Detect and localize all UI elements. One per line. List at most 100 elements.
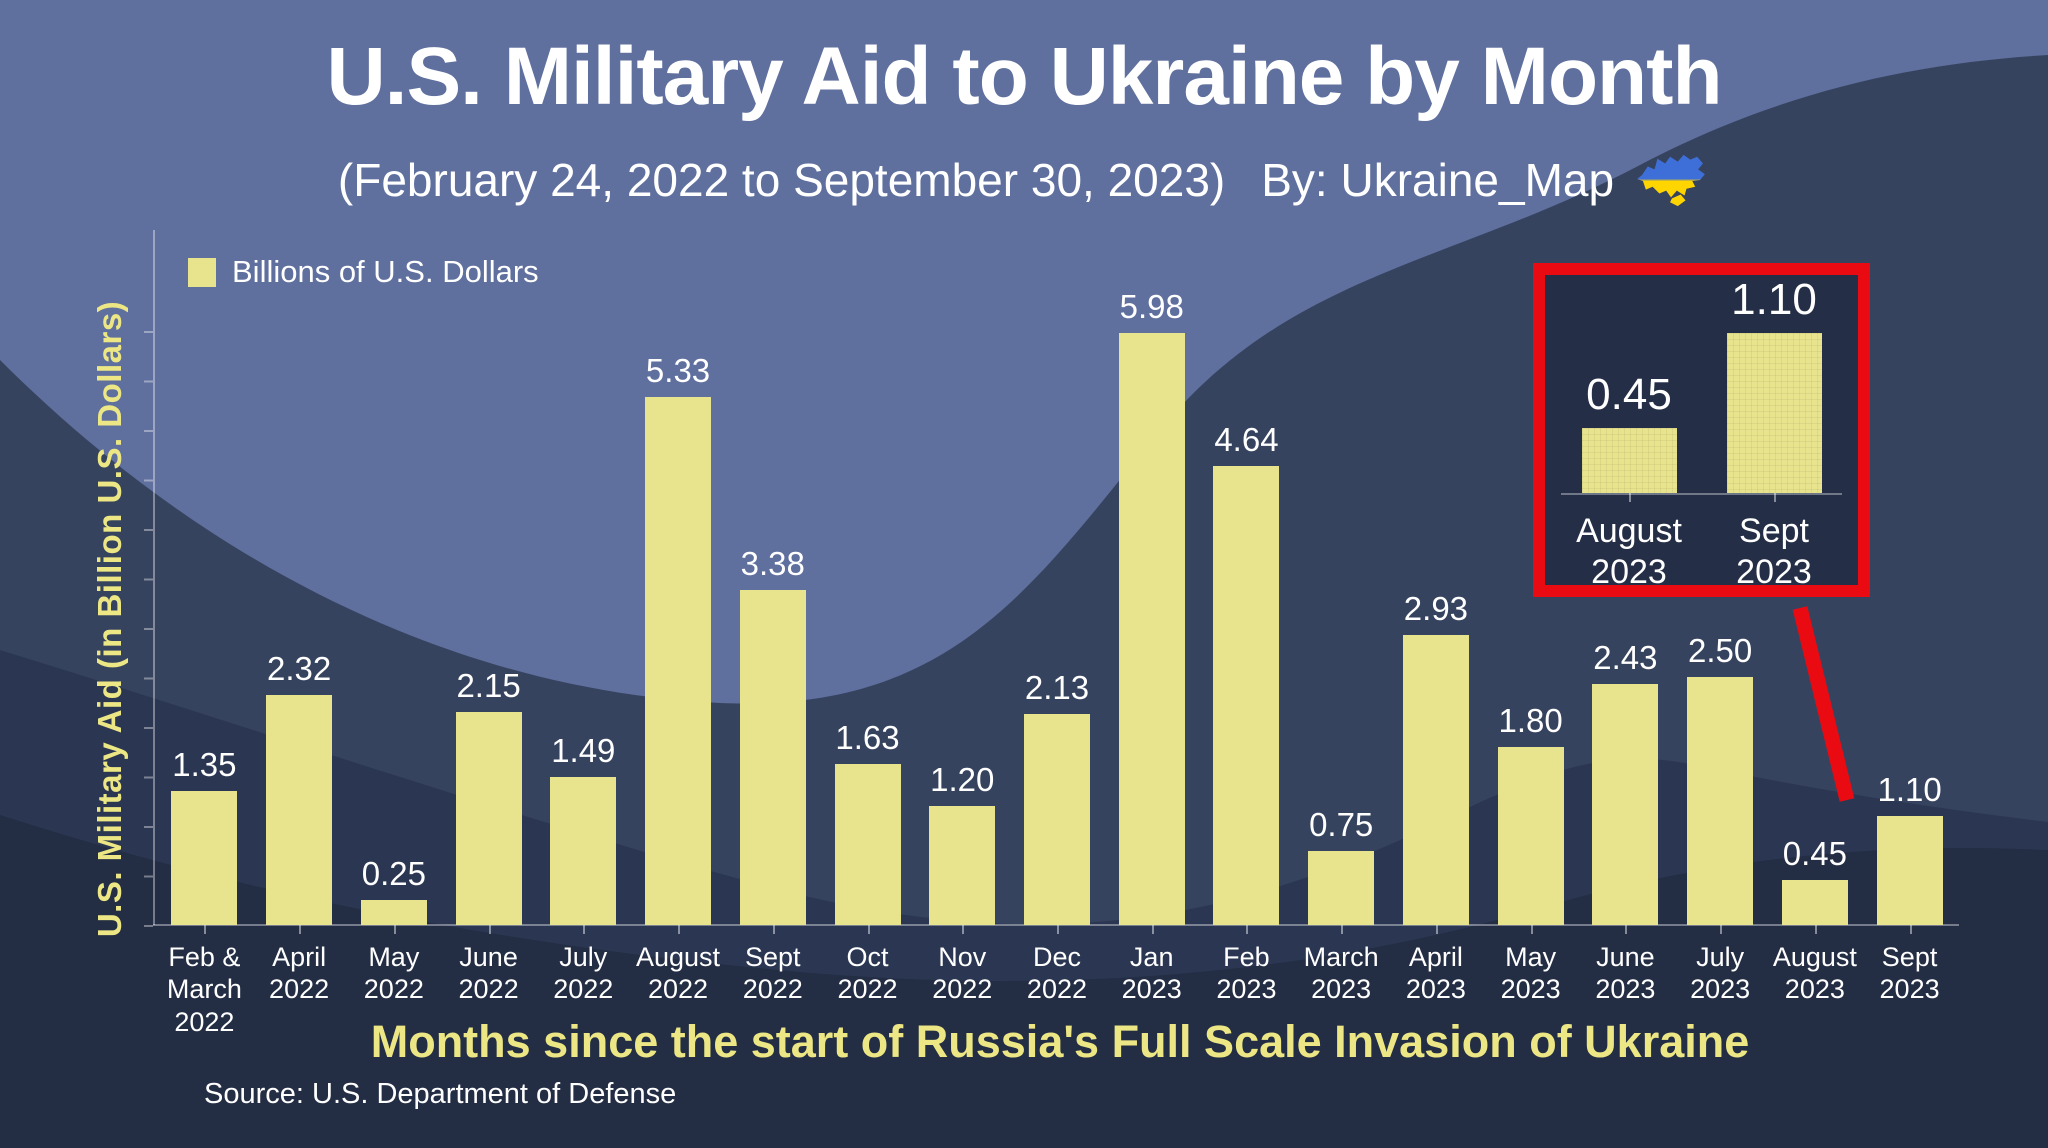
bar-category-label: April 2022 [269, 942, 330, 1005]
bar-value-label: 1.35 [172, 746, 237, 783]
bar [360, 900, 427, 925]
bar-category-label: Nov 2022 [932, 942, 993, 1005]
bar [1726, 333, 1822, 493]
bar-group: 1.10 Sept 2023 [1726, 275, 1822, 591]
subtitle-row: (February 24, 2022 to September 30, 2023… [0, 150, 2048, 210]
bar-category-label: May 2023 [1500, 942, 1561, 1005]
bar-value-label: 1.63 [835, 719, 900, 756]
bar-group: 2.32 April 2022 [252, 650, 347, 1004]
bar-category-label: Jan 2023 [1121, 942, 1182, 1005]
bar-group: 3.38 Sept 2022 [725, 545, 820, 1004]
bar-category-label: Sept 2022 [742, 942, 803, 1005]
bar-group: 4.64 Feb 2023 [1199, 421, 1294, 1004]
bar [550, 777, 617, 925]
y-axis-ticks [144, 331, 153, 927]
bar-category-label: April 2023 [1405, 942, 1466, 1005]
bar-category-label: Feb & March 2022 [166, 942, 242, 1037]
bar-value-label: 1.20 [930, 761, 995, 798]
bar-category-label: August 2023 [1772, 942, 1857, 1005]
byline: By: Ukraine_Map [1261, 154, 1615, 206]
bar-value-label: 1.49 [551, 732, 616, 769]
bar [455, 712, 522, 925]
bar-category-label: July 2023 [1690, 942, 1751, 1005]
bar-value-label: 0.25 [361, 855, 426, 892]
bar-category-label: Oct 2022 [837, 942, 898, 1005]
y-axis-line [153, 230, 155, 925]
bar-category-label: Feb 2023 [1216, 942, 1277, 1005]
bar [1402, 635, 1469, 925]
bar [266, 695, 333, 925]
bars: 1.35 Feb & March 2022 2.32 April 2022 0.… [157, 288, 1957, 1037]
legend: Billions of U.S. Dollars [188, 254, 539, 290]
bar-category-label: May 2022 [363, 942, 424, 1005]
bar-group: 5.33 August 2022 [631, 352, 726, 1004]
bar-category-label: June 2022 [458, 942, 519, 1005]
bar-value-label: 2.15 [456, 667, 521, 704]
bar-group: 2.50 July 2023 [1673, 632, 1768, 1004]
bar [171, 791, 238, 925]
inset-axis-line [1561, 493, 1842, 495]
bar-group: 2.93 April 2023 [1389, 590, 1484, 1004]
bar-value-label: 1.10 [1731, 275, 1817, 324]
bar-group: 0.25 May 2022 [346, 855, 441, 1004]
bar-value-label: 2.13 [1024, 669, 1090, 706]
bar-group: 1.10 Sept 2023 [1862, 771, 1957, 1004]
bar-group: 0.45 August 2023 [1767, 835, 1862, 1004]
bar [1308, 851, 1375, 925]
bar-value-label: 0.45 [1782, 835, 1847, 872]
bar [1118, 333, 1185, 925]
bar-value-label: 2.93 [1403, 590, 1469, 627]
bar [1687, 677, 1754, 925]
bar-group: 1.80 May 2023 [1483, 702, 1578, 1004]
bar-category-label: August 2022 [636, 942, 721, 1005]
source-note: Source: U.S. Department of Defense [204, 1078, 677, 1110]
legend-swatch-icon [188, 257, 216, 287]
bar-group: 5.98 Jan 2023 [1104, 288, 1199, 1004]
page-title: U.S. Military Aid to Ukraine by Month [326, 31, 1722, 122]
x-axis-line [153, 924, 1959, 926]
bar [1497, 747, 1564, 925]
ukraine-map-flag-icon [1637, 154, 1705, 207]
bar-group: 0.45 August 2023 [1576, 370, 1682, 591]
legend-label: Billions of U.S. Dollars [232, 254, 539, 289]
bar-group: 1.20 Nov 2022 [915, 761, 1010, 1004]
bar [1781, 880, 1848, 925]
inset-bars: 0.45 August 2023 1.10 Sept 2023 [1557, 275, 1846, 591]
bar [1876, 816, 1943, 925]
bar-value-label: 1.10 [1877, 771, 1942, 808]
bar-value-label: 5.33 [645, 352, 711, 389]
bar-value-label: 0.45 [1586, 370, 1672, 419]
bar-group: 2.13 Dec 2022 [1010, 669, 1105, 1004]
bar-group: 1.63 Oct 2022 [820, 719, 915, 1004]
bar-group: 2.15 June 2022 [441, 667, 536, 1004]
bar-category-label: Sept 2023 [1879, 942, 1940, 1005]
bar-value-label: 4.64 [1214, 421, 1279, 458]
bar [929, 806, 996, 925]
bar [834, 764, 901, 925]
bar-category-label: Dec 2022 [1026, 942, 1087, 1005]
bar-value-label: 2.32 [266, 650, 332, 687]
bar-category-label: March 2023 [1303, 942, 1379, 1005]
bar-value-label: 3.38 [740, 545, 805, 582]
bar [1592, 684, 1659, 925]
bar-category-label: June 2023 [1595, 942, 1656, 1005]
bar-group: 2.43 June 2023 [1578, 639, 1673, 1004]
y-axis-title: U.S. Military Aid (in Billion U.S. Dolla… [91, 300, 128, 938]
bar-value-label: 2.43 [1593, 639, 1658, 676]
bar-value-label: 2.50 [1688, 632, 1753, 669]
bar [739, 590, 806, 925]
bar [1581, 428, 1677, 493]
bar-value-label: 1.80 [1498, 702, 1563, 739]
bar-value-label: 5.98 [1119, 288, 1184, 325]
bar-category-label: Sept 2023 [1736, 512, 1812, 591]
bar-group: 1.35 Feb & March 2022 [157, 746, 252, 1037]
highlight-inset: 0.45 August 2023 1.10 Sept 2023 [1533, 263, 1870, 597]
bar-group: 0.75 March 2023 [1294, 806, 1389, 1004]
bar-category-label: July 2022 [553, 942, 614, 1005]
x-axis-title: Months since the start of Russia's Full … [370, 1016, 1750, 1067]
bar [1023, 714, 1090, 925]
bar [645, 397, 712, 925]
bar-group: 1.49 July 2022 [536, 732, 631, 1004]
bar-category-label: August 2023 [1576, 512, 1682, 591]
